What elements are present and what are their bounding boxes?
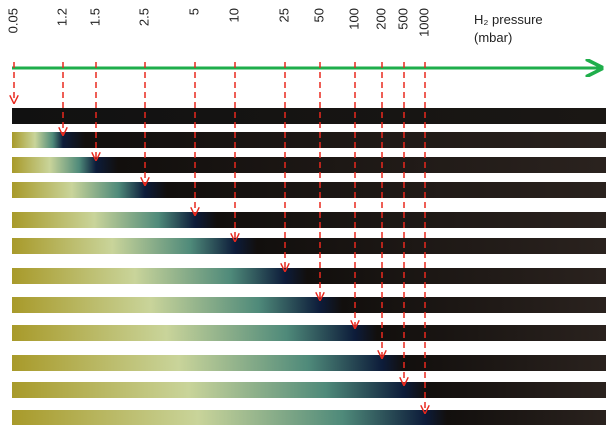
pressure-label: 10 xyxy=(226,8,241,22)
pressure-label: 200 xyxy=(373,8,388,30)
pressure-label: 1.2 xyxy=(54,8,69,26)
sample-strip xyxy=(12,108,606,124)
pressure-label: 2.5 xyxy=(136,8,151,26)
pressure-label: 5 xyxy=(186,8,201,15)
pressure-label: 25 xyxy=(276,8,291,22)
figure: H₂ pressure (mbar) 0.05 1.2 1.5 2.5 5 10 25 50 1… xyxy=(0,0,606,425)
sample-strip xyxy=(12,382,606,398)
axis-title: H₂ pressure xyxy=(474,12,543,27)
pressure-label: 500 xyxy=(395,8,410,30)
sample-strip xyxy=(12,238,606,254)
sample-strip xyxy=(12,410,606,425)
sample-strip xyxy=(12,325,606,341)
sample-strip xyxy=(12,182,606,198)
sample-strip xyxy=(12,132,606,148)
pressure-label: 50 xyxy=(311,8,326,22)
pressure-label: 100 xyxy=(346,8,361,30)
sample-strip xyxy=(12,212,606,228)
pressure-label: 1.5 xyxy=(87,8,102,26)
sample-strip xyxy=(12,268,606,284)
pressure-label: 1000 xyxy=(416,8,431,37)
sample-strip xyxy=(12,157,606,173)
pressure-label: 0.05 xyxy=(5,8,20,33)
sample-strip xyxy=(12,297,606,313)
axis-unit: (mbar) xyxy=(474,30,512,45)
sample-strip xyxy=(12,355,606,371)
